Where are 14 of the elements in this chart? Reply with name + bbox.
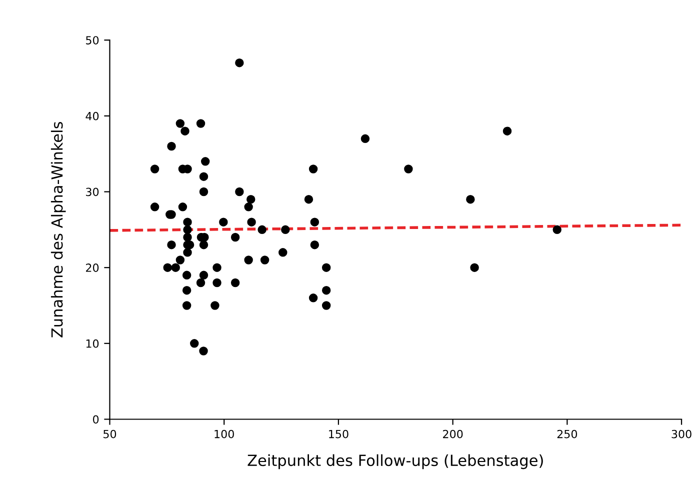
x-tick-label: 300 (672, 430, 692, 438)
x-tick-label: 200 (443, 430, 463, 438)
x-tick-label: 250 (557, 430, 578, 438)
y-axis-title: Zunahme des Alpha-Winkels (50, 122, 66, 338)
x-tick-label: 50 (104, 430, 116, 438)
y-tick-label: 30 (86, 188, 99, 196)
y-tick-label: 40 (86, 112, 99, 120)
y-tick-label: 10 (86, 339, 99, 348)
y-tick-label: 0 (92, 415, 99, 424)
x-tick-label: 150 (329, 430, 348, 438)
y-tick-label: 50 (86, 36, 99, 44)
y-tick-label: 20 (86, 264, 99, 272)
x-axis-title: Zeitpunkt des Follow-ups (Lebenstage) (248, 454, 543, 470)
x-tick-label: 100 (214, 430, 234, 438)
